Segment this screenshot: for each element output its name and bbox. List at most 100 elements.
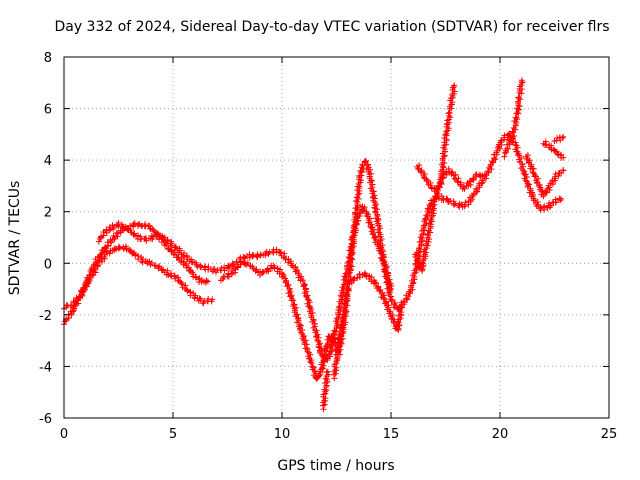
data-point-marker [168, 248, 175, 255]
data-point-marker [553, 198, 560, 205]
data-point-marker [299, 335, 306, 342]
data-point-marker [375, 283, 382, 290]
data-point-marker [371, 279, 378, 286]
data-point-marker [524, 151, 531, 158]
data-point-marker [347, 274, 354, 281]
data-point-marker [387, 289, 394, 296]
data-point-marker [333, 358, 340, 365]
data-point-marker [142, 223, 149, 230]
data-point-marker [493, 149, 500, 156]
data-point-marker [362, 270, 369, 277]
data-point-marker [457, 181, 464, 188]
data-point-marker [515, 94, 522, 101]
data-point-marker [349, 233, 356, 240]
data-point-marker [299, 277, 306, 284]
data-point-marker [323, 343, 330, 350]
data-point-marker [543, 141, 550, 148]
plot-frame [63, 56, 610, 419]
data-point-marker [373, 280, 380, 287]
data-point-marker [139, 259, 146, 266]
data-point-marker [164, 267, 171, 274]
data-point-marker [314, 336, 321, 343]
data-point-marker [527, 185, 534, 192]
x-tick-label: 5 [169, 427, 177, 442]
data-point-marker [301, 282, 308, 289]
data-point-marker [405, 293, 412, 300]
data-point-marker [285, 259, 292, 266]
series-trace-f [330, 286, 352, 382]
data-point-marker [541, 203, 548, 210]
data-point-marker [324, 368, 331, 375]
data-point-marker [512, 122, 519, 129]
data-point-marker [234, 263, 241, 270]
data-point-marker [187, 267, 194, 274]
data-point-marker [131, 220, 138, 227]
data-point-marker [165, 246, 172, 253]
data-point-marker [364, 161, 371, 168]
data-point-marker [417, 168, 424, 175]
data-point-marker [365, 219, 372, 226]
data-point-marker [113, 246, 120, 253]
data-point-marker [398, 301, 405, 308]
data-point-marker [277, 249, 284, 256]
data-point-marker [336, 339, 343, 346]
series-trace-d [217, 130, 565, 382]
data-point-marker [288, 297, 295, 304]
data-point-marker [349, 244, 356, 251]
data-point-marker [421, 246, 428, 253]
data-point-marker [425, 238, 432, 245]
data-point-marker [104, 249, 111, 256]
data-point-marker [479, 172, 486, 179]
data-point-marker [304, 348, 311, 355]
data-point-marker [321, 397, 328, 404]
data-point-marker [298, 329, 305, 336]
data-point-marker [106, 227, 113, 234]
data-point-marker [546, 184, 553, 191]
data-point-marker [452, 171, 459, 178]
data-point-marker [172, 243, 179, 250]
data-point-marker [290, 302, 297, 309]
data-point-marker [155, 264, 162, 271]
data-point-marker [307, 304, 314, 311]
data-point-marker [90, 272, 97, 279]
data-point-marker [108, 239, 115, 246]
series-trace-i [414, 162, 486, 195]
data-point-marker [518, 154, 525, 161]
data-point-marker [83, 283, 90, 290]
data-point-marker [429, 203, 436, 210]
data-point-marker [557, 197, 564, 204]
data-point-marker [426, 236, 433, 243]
data-point-marker [282, 275, 289, 282]
data-point-marker [404, 296, 411, 303]
data-point-marker [250, 252, 257, 259]
data-point-marker [395, 319, 402, 326]
data-point-marker [342, 309, 349, 316]
data-point-marker [525, 159, 532, 166]
data-point-marker [231, 265, 238, 272]
data-point-marker [288, 260, 295, 267]
data-point-marker [384, 281, 391, 288]
data-point-marker [115, 245, 122, 252]
data-point-marker [551, 175, 558, 182]
data-point-marker [320, 391, 327, 398]
y-tick-label: -6 [39, 412, 52, 427]
data-point-marker [389, 312, 396, 319]
data-point-marker [192, 274, 199, 281]
data-point-marker [319, 365, 326, 372]
data-point-marker [374, 241, 381, 248]
data-point-marker [559, 134, 566, 141]
data-point-marker [123, 245, 130, 252]
data-point-marker [333, 355, 340, 362]
series-trace-a [61, 220, 211, 328]
data-point-marker [331, 336, 338, 343]
data-point-marker [485, 168, 492, 175]
data-point-marker [131, 249, 138, 256]
data-point-marker [101, 253, 108, 260]
series-trace-j [501, 77, 526, 160]
data-point-marker [348, 263, 355, 270]
data-point-marker [277, 266, 284, 273]
data-point-marker [309, 310, 316, 317]
data-point-marker [176, 247, 183, 254]
data-point-marker [492, 156, 499, 163]
